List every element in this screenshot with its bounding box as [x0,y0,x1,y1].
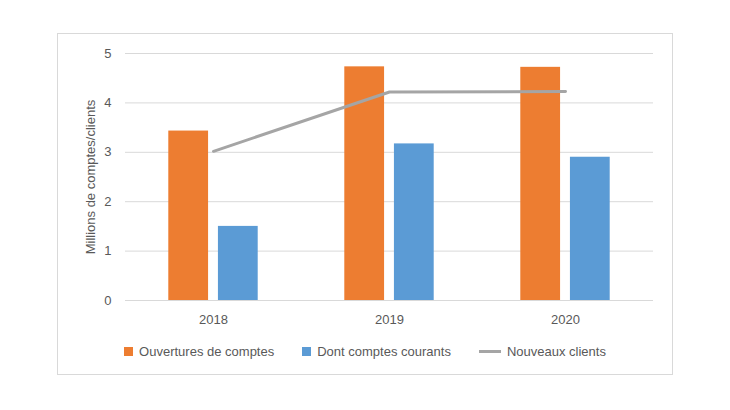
svg-text:5: 5 [104,46,111,61]
html-text:Nouveaux clients: Nouveaux clients [506,344,606,359]
svg-text:Millions de comptes/clients: Millions de comptes/clients [83,99,98,254]
svg-text:1: 1 [104,243,111,258]
svg-text:2: 2 [104,194,111,209]
svg-text:4: 4 [104,95,111,110]
svg-text:2019: 2019 [375,312,404,327]
svg-text:2018: 2018 [199,312,228,327]
html-text:Dont comptes courants: Dont comptes courants [317,344,451,359]
svg-text:0: 0 [104,293,111,308]
html-text:Ouvertures de comptes: Ouvertures de comptes [139,344,275,359]
svg-text:2020: 2020 [551,312,580,327]
svg-text:3: 3 [104,144,111,159]
